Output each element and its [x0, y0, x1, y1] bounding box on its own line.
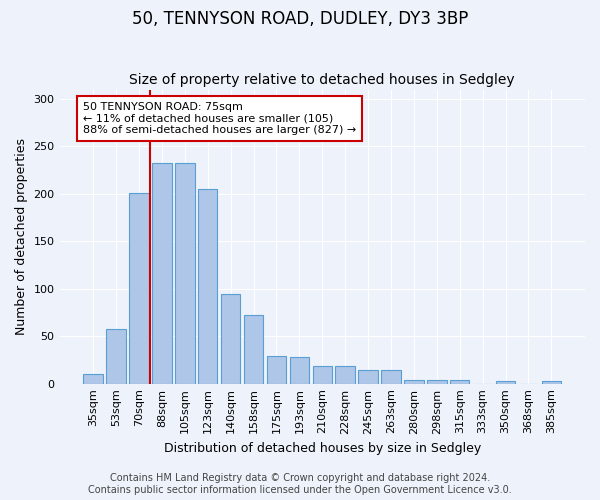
Bar: [381, 370, 401, 384]
Text: 50, TENNYSON ROAD, DUDLEY, DY3 3BP: 50, TENNYSON ROAD, DUDLEY, DY3 3BP: [132, 10, 468, 28]
Title: Size of property relative to detached houses in Sedgley: Size of property relative to detached ho…: [130, 73, 515, 87]
Bar: [83, 374, 103, 384]
Bar: [129, 193, 149, 384]
Bar: [106, 328, 126, 384]
Y-axis label: Number of detached properties: Number of detached properties: [15, 138, 28, 335]
Bar: [175, 162, 194, 384]
Bar: [496, 381, 515, 384]
Bar: [290, 357, 309, 384]
Text: 50 TENNYSON ROAD: 75sqm
← 11% of detached houses are smaller (105)
88% of semi-d: 50 TENNYSON ROAD: 75sqm ← 11% of detache…: [83, 102, 356, 135]
Bar: [313, 366, 332, 384]
Bar: [221, 294, 241, 384]
Bar: [542, 381, 561, 384]
Bar: [335, 366, 355, 384]
Bar: [244, 316, 263, 384]
Text: Contains HM Land Registry data © Crown copyright and database right 2024.
Contai: Contains HM Land Registry data © Crown c…: [88, 474, 512, 495]
Bar: [198, 189, 217, 384]
Bar: [427, 380, 446, 384]
Bar: [404, 380, 424, 384]
Bar: [450, 380, 469, 384]
Bar: [267, 356, 286, 384]
X-axis label: Distribution of detached houses by size in Sedgley: Distribution of detached houses by size …: [164, 442, 481, 455]
Bar: [152, 162, 172, 384]
Bar: [358, 370, 378, 384]
